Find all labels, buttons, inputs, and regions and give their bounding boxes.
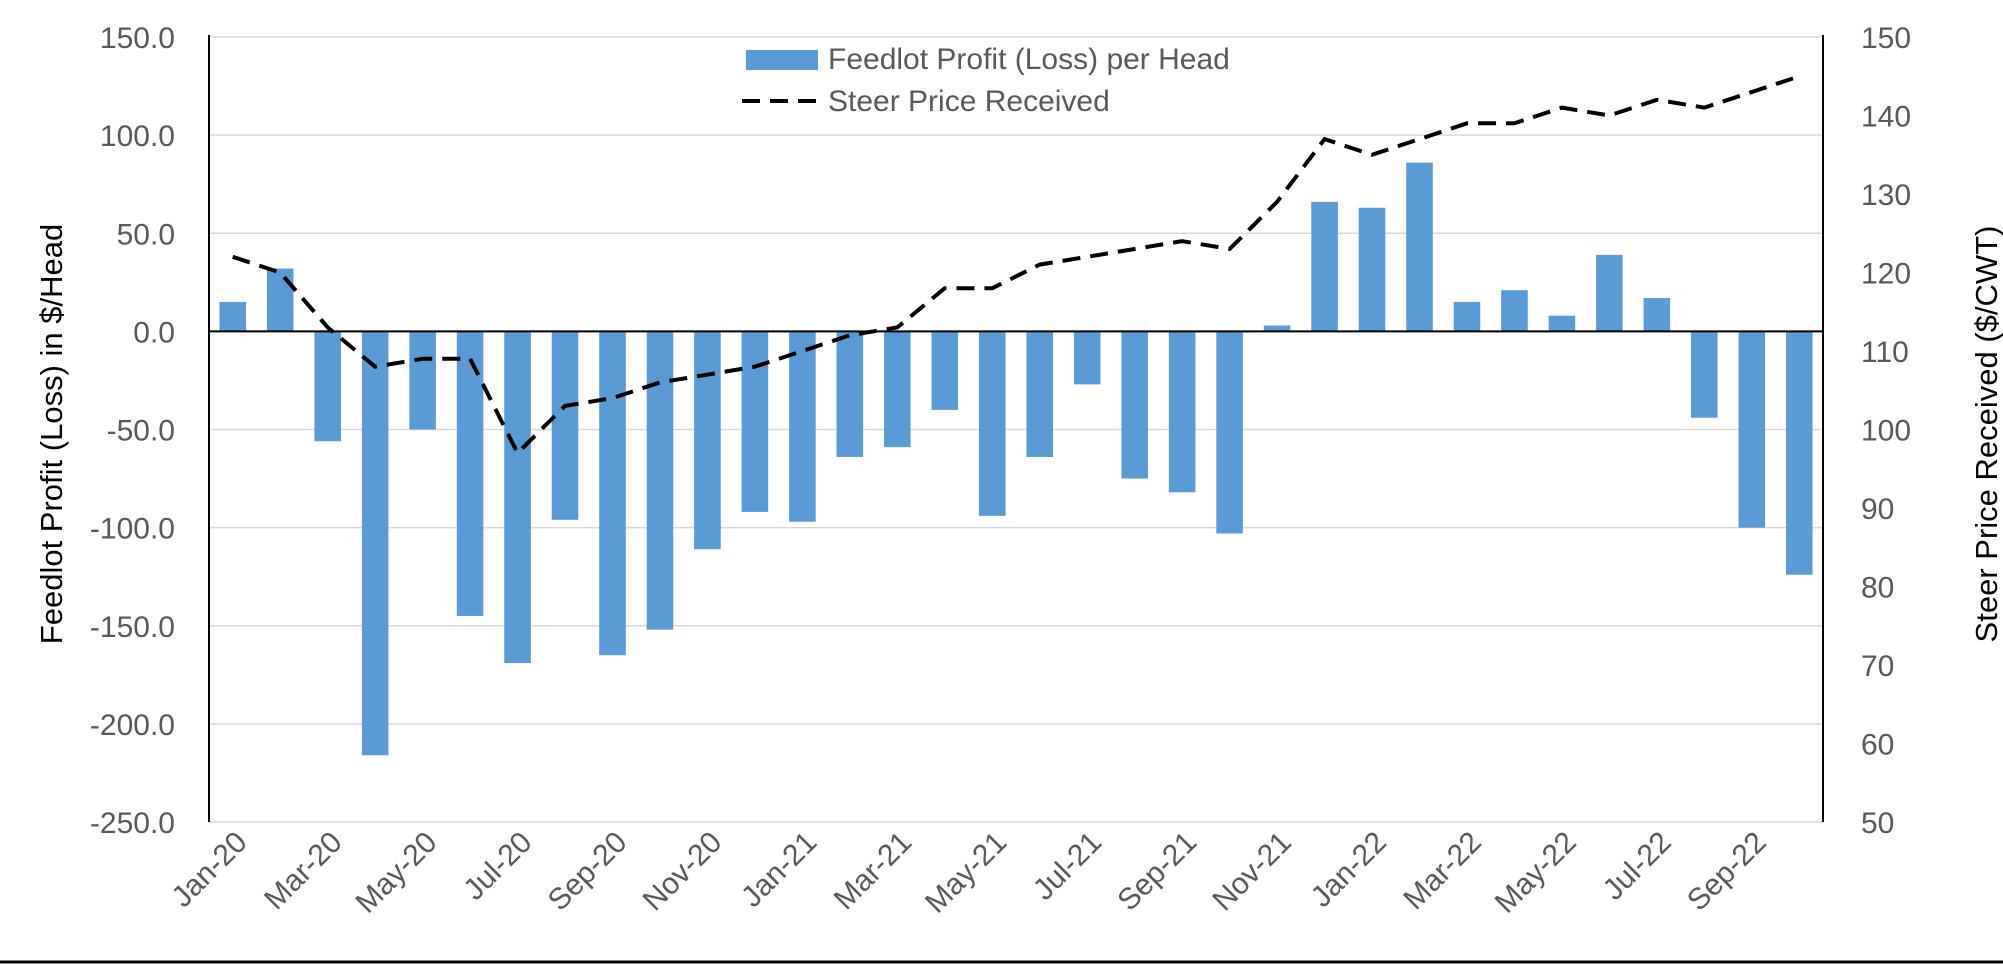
profit-bar — [694, 331, 721, 550]
profit-bar — [1263, 325, 1291, 332]
left-tick-label: -200.0 — [90, 709, 175, 742]
profit-bar — [1643, 298, 1671, 332]
left-tick-label: 150.0 — [100, 22, 175, 55]
left-axis-ticks: 150.0 100.0 50.0 0.0 -50.0 -100.0 -150.0 -200.0… — [90, 22, 175, 840]
profit-bar — [978, 331, 1006, 516]
right-tick-label: 80 — [1861, 572, 1894, 605]
left-tick-label: 50.0 — [117, 218, 175, 251]
profit-bar — [1026, 331, 1054, 457]
right-axis-title: Steer Price Received ($/CWT) — [1969, 226, 2003, 643]
profit-bar — [219, 301, 247, 332]
profit-bar — [1406, 162, 1433, 332]
x-tick-label: Jan-22 — [1305, 826, 1393, 914]
profit-bar — [1738, 331, 1766, 528]
profit-bar — [1073, 331, 1101, 385]
right-tick-label: 120 — [1861, 258, 1911, 291]
left-tick-label: 0.0 — [133, 316, 175, 349]
profit-bar — [314, 331, 341, 442]
profit-bar — [1216, 331, 1243, 534]
right-axis-ticks: 150 140 130 120 110 100 90 80 70 60 50 — [1861, 22, 1911, 840]
x-tick-label: Sep-20 — [542, 826, 634, 918]
profit-bar — [1596, 254, 1623, 332]
right-tick-label: 90 — [1861, 493, 1894, 526]
gridlines — [209, 36, 1823, 823]
legend-label-profit: Feedlot Profit (Loss) per Head — [828, 43, 1230, 76]
profit-bar — [1121, 331, 1148, 479]
profit-bar — [1453, 301, 1481, 332]
x-tick-label: Sep-22 — [1681, 826, 1773, 918]
profit-bar — [1691, 331, 1718, 418]
profit-bar — [1501, 290, 1528, 332]
x-tick-label: Mar-20 — [258, 826, 349, 917]
left-tick-label: 100.0 — [100, 120, 175, 153]
profit-bar — [1358, 207, 1386, 332]
profit-bar — [741, 331, 769, 512]
x-tick-label: Jul-21 — [1027, 826, 1108, 907]
steer-price-line — [232, 74, 1800, 457]
profit-bar — [1311, 201, 1338, 332]
profit-bar — [884, 331, 911, 448]
x-tick-label: Jul-20 — [457, 826, 538, 907]
bar-series — [219, 162, 1813, 756]
legend-label-price: Steer Price Received — [828, 85, 1110, 118]
x-tick-label: Sep-21 — [1111, 826, 1203, 918]
profit-bar — [1785, 331, 1813, 575]
x-tick-label: May-20 — [349, 826, 443, 920]
profit-bar — [646, 331, 674, 630]
profit-bar — [931, 331, 959, 410]
x-tick-label: Jul-22 — [1597, 826, 1678, 907]
right-tick-label: 130 — [1861, 179, 1911, 212]
right-tick-label: 140 — [1861, 101, 1911, 134]
profit-bar — [789, 331, 816, 522]
left-tick-label: -150.0 — [90, 611, 175, 644]
left-tick-label: -100.0 — [90, 513, 175, 546]
legend: Feedlot Profit (Loss) per Head Steer Pri… — [742, 43, 1230, 118]
profit-bar — [836, 331, 864, 457]
left-tick-label: -50.0 — [107, 415, 175, 448]
profit-bar — [409, 331, 436, 430]
right-tick-label: 60 — [1861, 729, 1894, 762]
profit-bar — [551, 331, 579, 520]
left-axis-title: Feedlot Profit (Loss) in $/Head — [34, 224, 69, 644]
profit-bar — [456, 331, 484, 616]
left-tick-label: -250.0 — [90, 807, 175, 840]
legend-bar-swatch — [746, 50, 818, 70]
x-tick-label: Jan-20 — [165, 826, 253, 914]
x-tick-label: May-22 — [1489, 826, 1583, 920]
profit-bar — [1168, 331, 1196, 493]
right-tick-label: 150 — [1861, 22, 1911, 55]
x-tick-label: May-21 — [919, 826, 1013, 920]
profit-bar — [361, 331, 389, 756]
profit-bar — [1548, 315, 1576, 332]
x-tick-label: Nov-21 — [1206, 826, 1298, 918]
right-tick-label: 70 — [1861, 650, 1894, 683]
profit-bar — [504, 331, 531, 664]
profit-bar — [266, 268, 294, 332]
x-tick-label: Mar-22 — [1397, 826, 1488, 917]
x-tick-label: Jan-21 — [735, 826, 823, 914]
right-tick-label: 110 — [1861, 336, 1909, 369]
right-tick-label: 50 — [1861, 807, 1894, 840]
right-tick-label: 100 — [1861, 415, 1911, 448]
x-tick-label: Mar-21 — [828, 826, 919, 917]
x-tick-label: Nov-20 — [637, 826, 729, 918]
x-axis-ticks: Jan-20 Mar-20 May-20 Jul-20 Sep-20 Nov-20 Jan-… — [165, 826, 1772, 920]
profit-bar — [599, 331, 626, 656]
